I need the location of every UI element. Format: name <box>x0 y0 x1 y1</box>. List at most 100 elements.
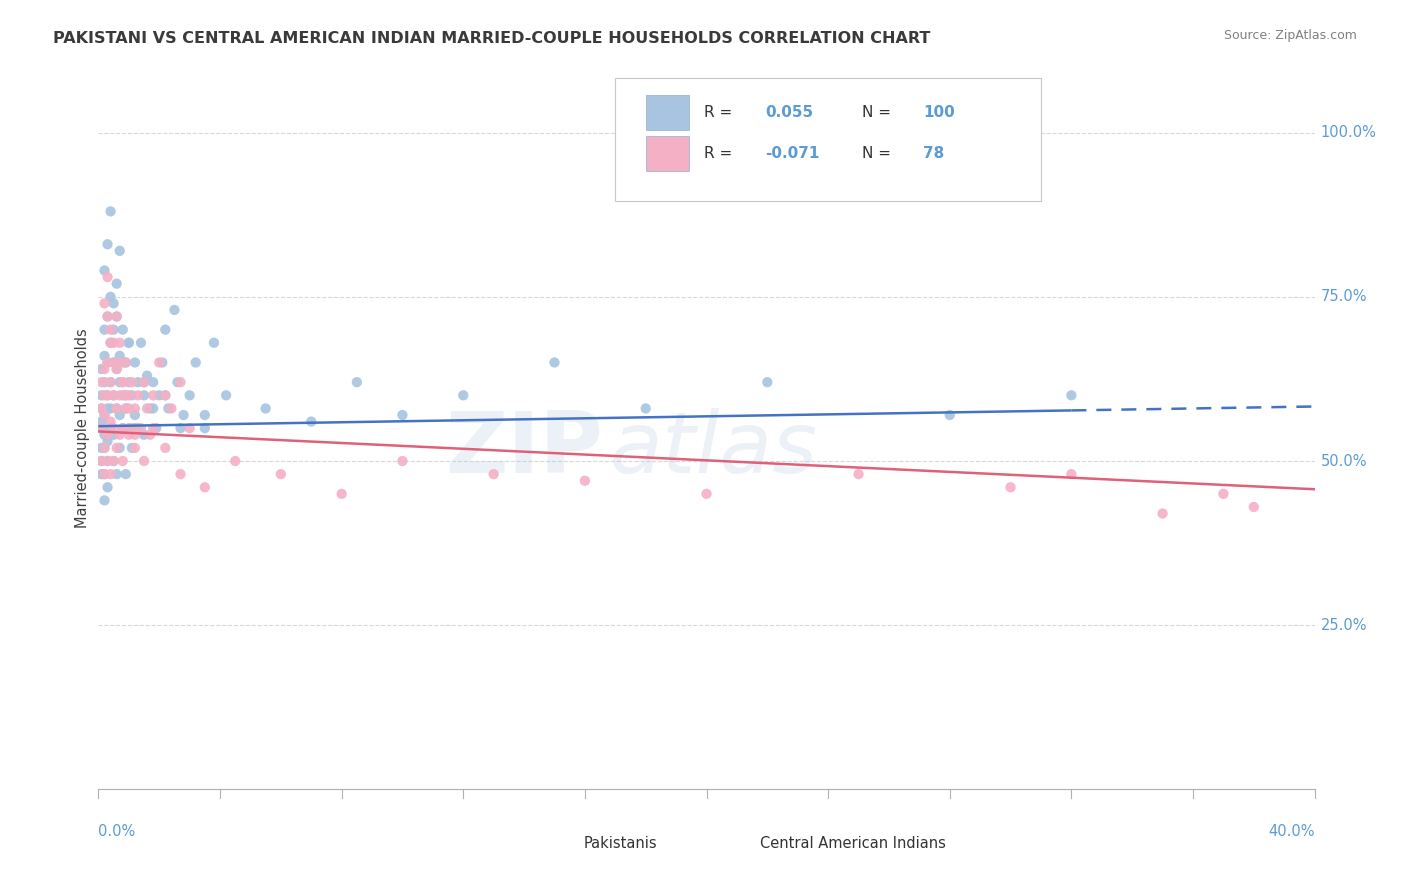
Point <box>136 401 159 416</box>
FancyBboxPatch shape <box>616 78 1040 201</box>
Point <box>103 427 125 442</box>
Point <box>184 355 207 369</box>
Point <box>111 355 134 369</box>
Point <box>103 454 125 468</box>
Point <box>121 421 143 435</box>
Point <box>105 277 128 291</box>
Point <box>939 408 962 422</box>
Point <box>391 454 413 468</box>
Text: 75.0%: 75.0% <box>1320 289 1367 304</box>
Point <box>100 401 122 416</box>
Point <box>1060 388 1083 402</box>
Point <box>103 335 125 350</box>
Point <box>157 401 180 416</box>
Point <box>96 270 118 285</box>
Point <box>124 427 146 442</box>
Point <box>93 408 115 422</box>
Point <box>96 480 118 494</box>
Point <box>108 244 131 258</box>
Point <box>90 415 112 429</box>
Point <box>93 388 115 402</box>
Text: 25.0%: 25.0% <box>1320 618 1367 632</box>
Point <box>93 427 115 442</box>
Point <box>121 388 143 402</box>
Point <box>108 375 131 389</box>
Text: 0.055: 0.055 <box>765 105 813 120</box>
Point <box>114 355 136 369</box>
FancyBboxPatch shape <box>645 95 689 129</box>
Point <box>127 375 149 389</box>
Point <box>100 335 122 350</box>
Point <box>124 401 146 416</box>
Point <box>1000 480 1022 494</box>
Point <box>103 355 125 369</box>
Point <box>100 467 122 482</box>
Text: R =: R = <box>704 105 737 120</box>
Point <box>103 323 125 337</box>
Point <box>482 467 505 482</box>
Point <box>108 441 131 455</box>
Point <box>166 375 188 389</box>
Point <box>90 421 112 435</box>
FancyBboxPatch shape <box>716 832 749 855</box>
Point <box>224 454 246 468</box>
Point <box>179 421 201 435</box>
Point <box>574 474 596 488</box>
Point <box>148 388 170 402</box>
Point <box>105 441 128 455</box>
Point <box>848 467 870 482</box>
Point <box>93 441 115 455</box>
Point <box>118 401 141 416</box>
Point <box>124 441 146 455</box>
Point <box>132 388 155 402</box>
Point <box>346 375 368 389</box>
Point <box>145 421 167 435</box>
Point <box>124 408 146 422</box>
Point <box>155 388 177 402</box>
Point <box>1060 467 1083 482</box>
Text: 100: 100 <box>922 105 955 120</box>
Text: Central American Indians: Central American Indians <box>761 836 946 851</box>
Text: -0.071: -0.071 <box>765 146 820 161</box>
Text: 0.0%: 0.0% <box>98 824 135 839</box>
Point <box>453 388 475 402</box>
Point <box>114 401 136 416</box>
Y-axis label: Married-couple Households: Married-couple Households <box>75 328 90 528</box>
Point <box>100 375 122 389</box>
Point <box>90 388 112 402</box>
Point <box>160 401 183 416</box>
Point <box>103 421 125 435</box>
Point <box>132 375 155 389</box>
Point <box>90 362 112 376</box>
Point <box>93 362 115 376</box>
Point <box>90 441 112 455</box>
Point <box>118 335 141 350</box>
Point <box>93 493 115 508</box>
Point <box>96 434 118 449</box>
Point <box>96 355 118 369</box>
Point <box>90 454 112 468</box>
Point <box>132 375 155 389</box>
Point <box>93 408 115 422</box>
Point <box>124 355 146 369</box>
Point <box>100 335 122 350</box>
Point <box>103 388 125 402</box>
Point <box>90 401 112 416</box>
Point <box>105 401 128 416</box>
Point <box>93 263 115 277</box>
Point <box>111 388 134 402</box>
Point <box>270 467 292 482</box>
Point <box>756 375 779 389</box>
Point <box>100 323 122 337</box>
Point <box>108 335 131 350</box>
Point <box>90 401 112 416</box>
Text: atlas: atlas <box>609 409 817 491</box>
Text: 40.0%: 40.0% <box>1268 824 1315 839</box>
Point <box>103 388 125 402</box>
Point <box>202 335 225 350</box>
Point <box>96 237 118 252</box>
Point <box>194 480 217 494</box>
Point <box>93 349 115 363</box>
Point <box>100 415 122 429</box>
Point <box>139 427 162 442</box>
